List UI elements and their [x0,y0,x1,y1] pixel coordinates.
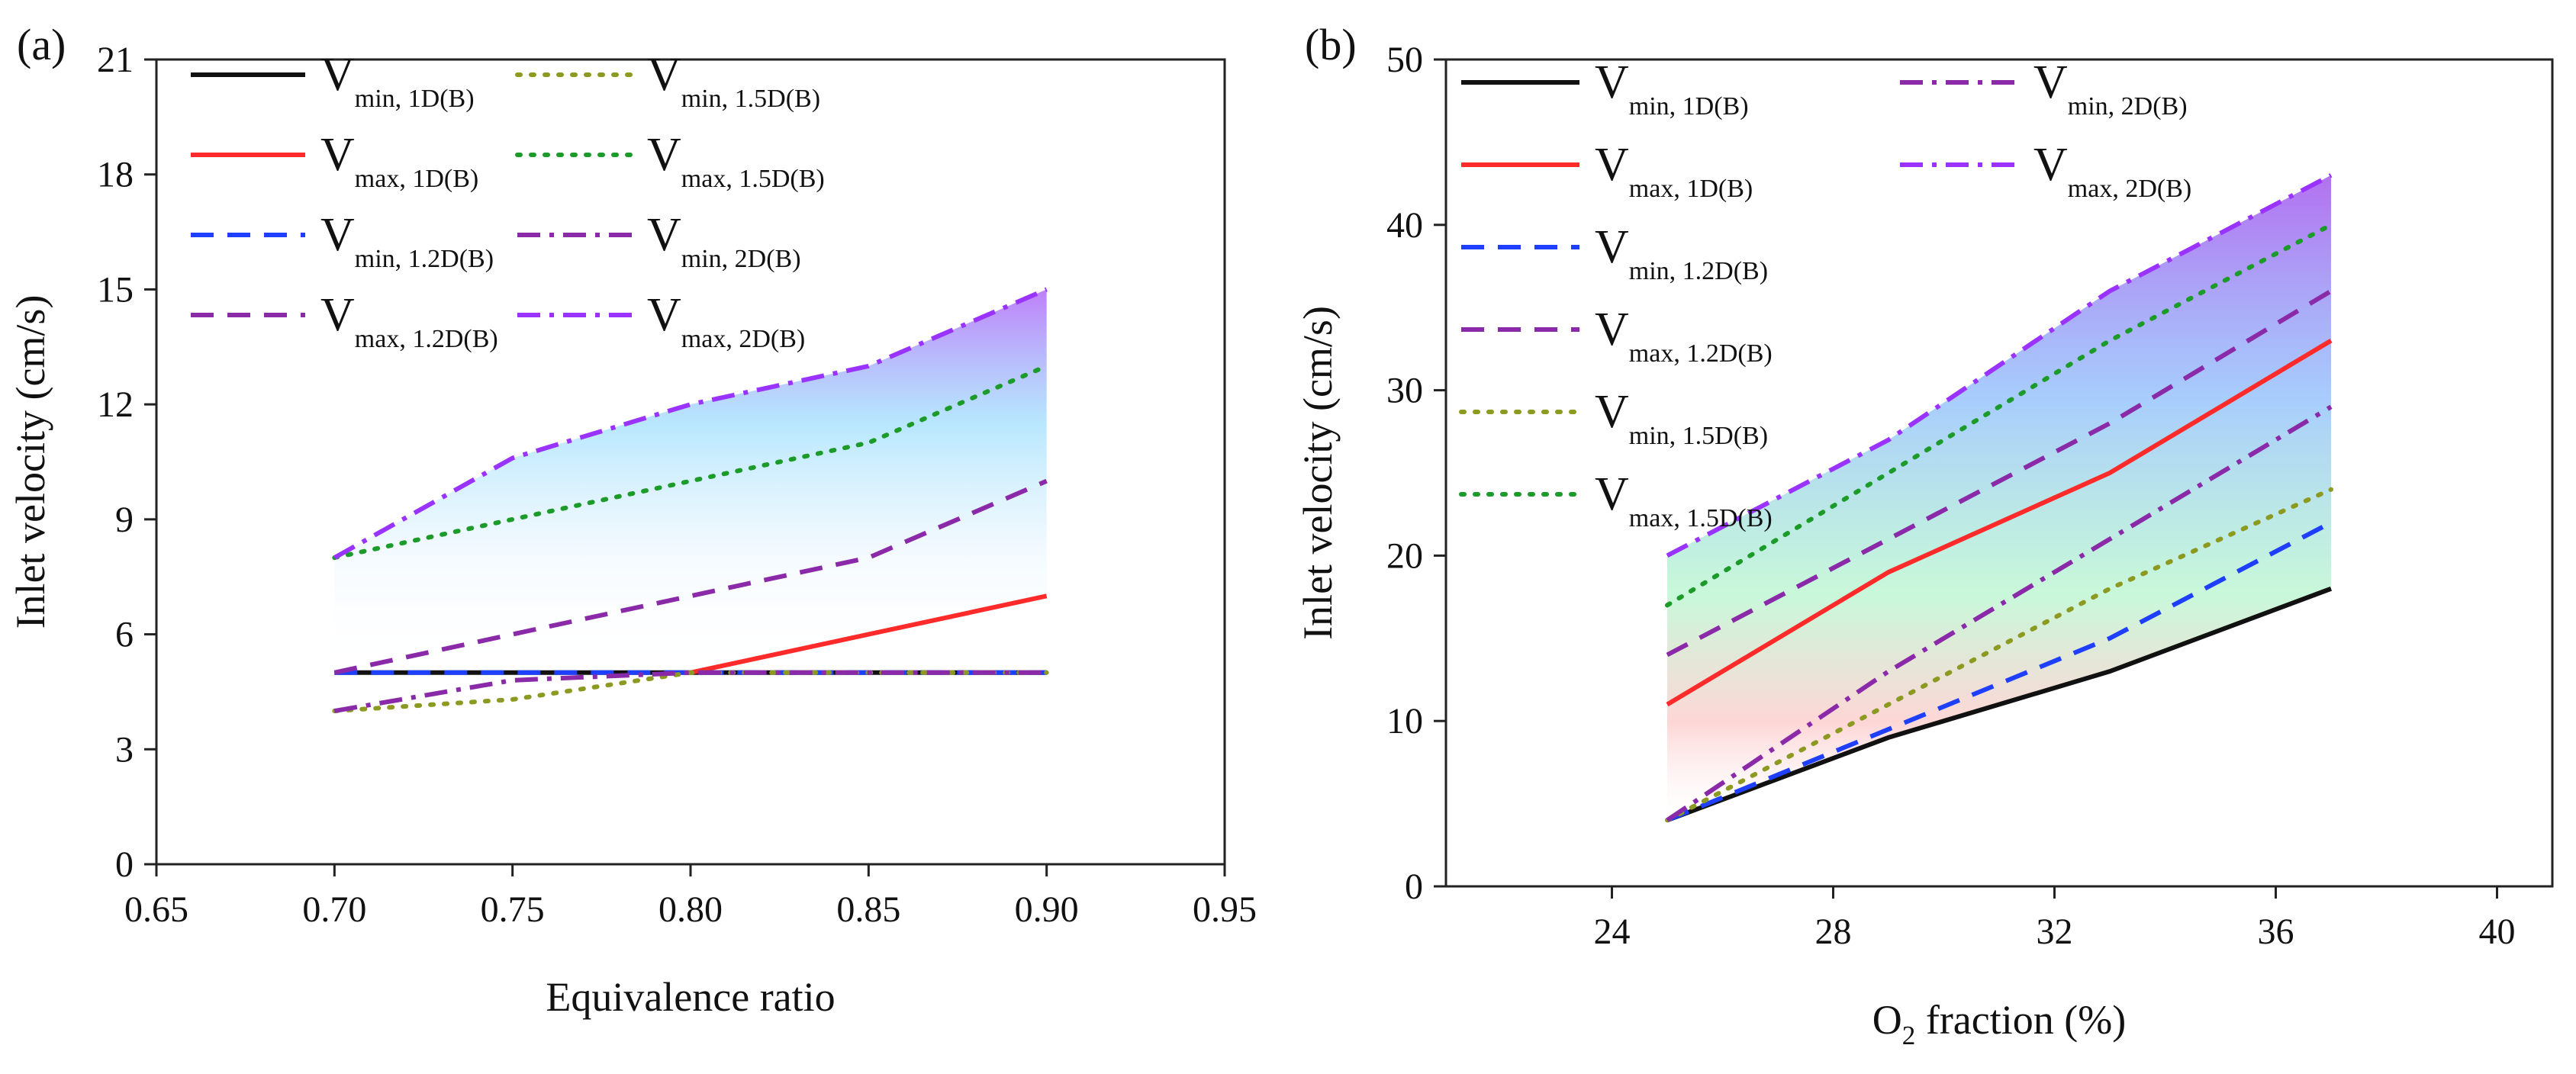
legend-item-min-1d-b: Vmin, 1D(B) [191,49,475,113]
y-axis-label: Inlet velocity (cm/s) [1295,306,1341,640]
legend-label: Vmin, 1.2D(B) [320,209,494,273]
x-tick-label: 36 [2258,912,2294,952]
legend-item-min-1d-b: Vmin, 1D(B) [1461,56,1749,121]
y-tick-label: 18 [97,155,134,195]
y-tick-label: 9 [115,500,134,540]
legend-label: Vmin, 1D(B) [1595,56,1749,121]
legend-label: Vmax, 2D(B) [647,289,805,353]
series-line-min-2d-b [1666,404,2333,822]
x-tick-label: 24 [1594,912,1631,952]
panel-label: (b) [1305,20,1357,69]
legend-item-min-2d-b: Vmin, 2D(B) [517,209,801,273]
y-tick-label: 3 [115,729,134,770]
y-tick-label: 10 [1386,701,1423,741]
y-tick-label: 21 [97,40,134,80]
y-tick-label: 0 [1405,867,1423,907]
legend-label: Vmin, 2D(B) [2033,56,2188,121]
y-tick-label: 0 [115,844,134,885]
y-tick-label: 20 [1386,535,1423,576]
x-tick-label: 28 [1815,912,1852,952]
legend-item-max-1-2d-b: Vmax, 1.2D(B) [191,289,498,353]
series-line-max-1-5d-b [332,363,1049,561]
series-line-max-2d-b [1666,173,2333,558]
x-axis-label: Equivalence ratio [546,974,835,1020]
legend-item-max-1-5d-b: Vmax, 1.5D(B) [515,129,825,193]
x-tick-label: 0.65 [124,889,188,930]
legend-item-min-1-2d-b: Vmin, 1.2D(B) [191,209,494,273]
legend-item-max-1d-b: Vmax, 1D(B) [1461,139,1753,203]
legend-item-min-1-5d-b: Vmin, 1.5D(B) [515,49,820,113]
x-axis-label: O2 fraction (%) [1872,997,2126,1050]
x-tick-label: 32 [2037,912,2073,952]
series-line-min-1d-b [1666,586,2333,823]
legend-label: Vmax, 1.5D(B) [647,129,825,193]
x-tick-label: 0.95 [1193,889,1257,930]
legend-item-max-1-5d-b: Vmax, 1.5D(B) [1459,468,1773,532]
legend-item-min-1-2d-b: Vmin, 1.2D(B) [1461,221,1768,285]
panel-label: (a) [17,20,66,69]
panel-b: 24 28 32 36 40 0 10 20 30 40 50 Inlet velocity (cm/… [1295,20,2554,1050]
legend-item-max-1-2d-b: Vmax, 1.2D(B) [1461,304,1773,368]
legend-label: Vmax, 2D(B) [2033,139,2191,203]
series-line-max-1-2d-b [1666,288,2333,658]
y-tick-label: 40 [1386,205,1423,246]
legend-label: Vmax, 1D(B) [1595,139,1753,203]
shaded-region [1667,175,2331,821]
x-tick-label: 40 [2479,912,2516,952]
x-tick-label: 0.85 [836,889,900,930]
legend-label: Vmin, 1D(B) [320,49,475,113]
x-tick-label: 0.80 [658,889,723,930]
series-line-max-1-2d-b [333,478,1048,675]
x-tick-label: 0.90 [1015,889,1079,930]
legend: Vmin, 1D(B) Vmax, 1D(B) Vmin, 1.2D(B) Vmax,… [191,49,825,353]
legend-item-max-2d-b: Vmax, 2D(B) [517,289,805,353]
series-line-max-1d-b [1666,338,2333,707]
legend-label: Vmax, 1.5D(B) [1595,468,1773,532]
y-tick-label: 15 [97,269,134,310]
series-line-max-1-5d-b [1665,222,2333,608]
legend-label: Vmax, 1.2D(B) [320,289,498,353]
legend: Vmin, 1D(B) Vmax, 1D(B) Vmin, 1.2D(B) Vmax,… [1459,56,2191,532]
shaded-region [334,289,1047,673]
legend-label: Vmax, 1D(B) [320,129,478,193]
y-tick-label: 50 [1386,40,1423,80]
legend-label: Vmin, 2D(B) [647,209,801,273]
legend-label: Vmin, 1.5D(B) [647,49,820,113]
series-line-min-2d-b [333,670,1047,714]
series-line-min-1-2d-b [1666,520,2333,823]
plot-frame [1444,58,2554,888]
legend-item-min-2d-b: Vmin, 2D(B) [1900,56,2188,121]
legend-label: Vmax, 1.2D(B) [1595,304,1773,368]
legend-item-max-1d-b: Vmax, 1D(B) [191,129,478,193]
legend-item-max-2d-b: Vmax, 2D(B) [1900,139,2191,203]
series-line-max-1d-b [690,593,1048,675]
y-tick-label: 30 [1386,371,1423,411]
x-tick-label: 0.75 [481,889,545,930]
panel-a: 0.65 0.70 0.75 0.80 0.85 0.90 0.95 0 3 6 9 12 15 18 21… [8,20,1257,1020]
legend-label: Vmin, 1.2D(B) [1595,221,1768,285]
y-axis-label: Inlet velocity (cm/s) [8,295,53,629]
x-tick-label: 0.70 [302,889,366,930]
y-tick-label: 6 [115,615,134,655]
legend-label: Vmin, 1.5D(B) [1595,386,1768,450]
legend-item-min-1-5d-b: Vmin, 1.5D(B) [1459,386,1768,450]
y-tick-label: 12 [97,384,134,425]
series-line-min-1-5d-b [1665,487,2333,823]
